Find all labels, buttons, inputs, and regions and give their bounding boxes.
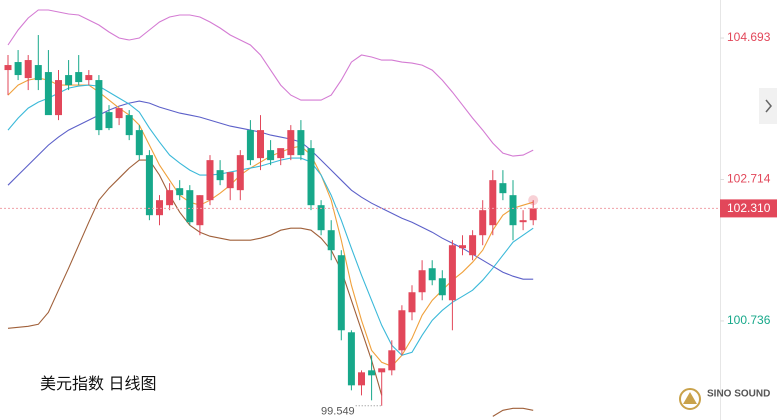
candle-body [24,60,32,79]
candle-body [398,310,406,351]
logo-mark [683,392,697,404]
candle-body [469,235,477,256]
last-price-tag [720,199,777,218]
candle-body [317,205,325,231]
candle-body [125,115,133,136]
low-label: 99.549 [321,406,355,418]
candle-body [14,62,22,76]
candle-body [95,80,103,131]
chevron[interactable] [765,99,772,113]
candle-body [166,190,174,206]
candle-body [378,368,386,373]
logo: SINO SOUND [679,388,770,410]
candle-body [65,75,73,86]
candle-body [196,195,204,226]
candle-body [176,188,184,196]
candle-body [499,183,507,194]
candle-body [438,278,446,296]
plot [4,9,537,417]
candle-body [307,148,315,206]
candle-body [337,255,345,331]
logo-icon [679,388,701,410]
candle-body [509,195,517,226]
y-tick-label: 100.736 [727,313,771,327]
candle-body [34,65,42,81]
candle-body [156,200,163,216]
candle-body [358,372,365,386]
candle-body [418,270,426,293]
candle-body [75,72,83,83]
expand-button[interactable] [759,88,777,124]
candle-body [206,160,214,201]
y-tick-label: 102.714 [727,172,771,186]
candle-body [246,130,254,161]
candle-body [105,112,113,129]
candle-body [257,130,264,159]
candle-body [4,65,12,71]
chart-title: 美元指数 日线图 [40,375,156,393]
candle-body [388,350,396,371]
button-bg[interactable] [759,88,777,124]
candle-body [297,130,305,156]
candle-body [44,72,52,116]
candle-body [277,148,285,159]
candle-body [226,172,234,189]
candle-body [428,268,436,281]
y-tick-label: 104.693 [727,30,771,44]
candle-body [115,108,123,119]
indicator-line [7,9,534,157]
indicator-line [7,159,534,417]
candle-body [186,190,194,223]
candle-body [287,130,295,156]
candle-body [479,210,487,236]
candle-body [448,245,456,301]
candle-body [368,370,376,376]
candle-body [347,332,355,386]
candle-body [85,75,93,81]
candle-body [519,220,527,223]
candle-body [145,155,153,216]
candle-body [327,230,335,251]
candle-body [216,170,224,181]
last-price-glow [528,195,539,206]
candle-body [489,180,497,226]
logo-text: SINO SOUND [707,389,770,400]
candle-body [135,130,143,156]
last-price-label: 102.310 [727,201,771,215]
candle-body [55,80,62,116]
candle-body [267,150,275,161]
candle-body [529,208,537,221]
candle-body [236,155,244,191]
candle-body [459,245,466,249]
candle-body [408,292,416,313]
